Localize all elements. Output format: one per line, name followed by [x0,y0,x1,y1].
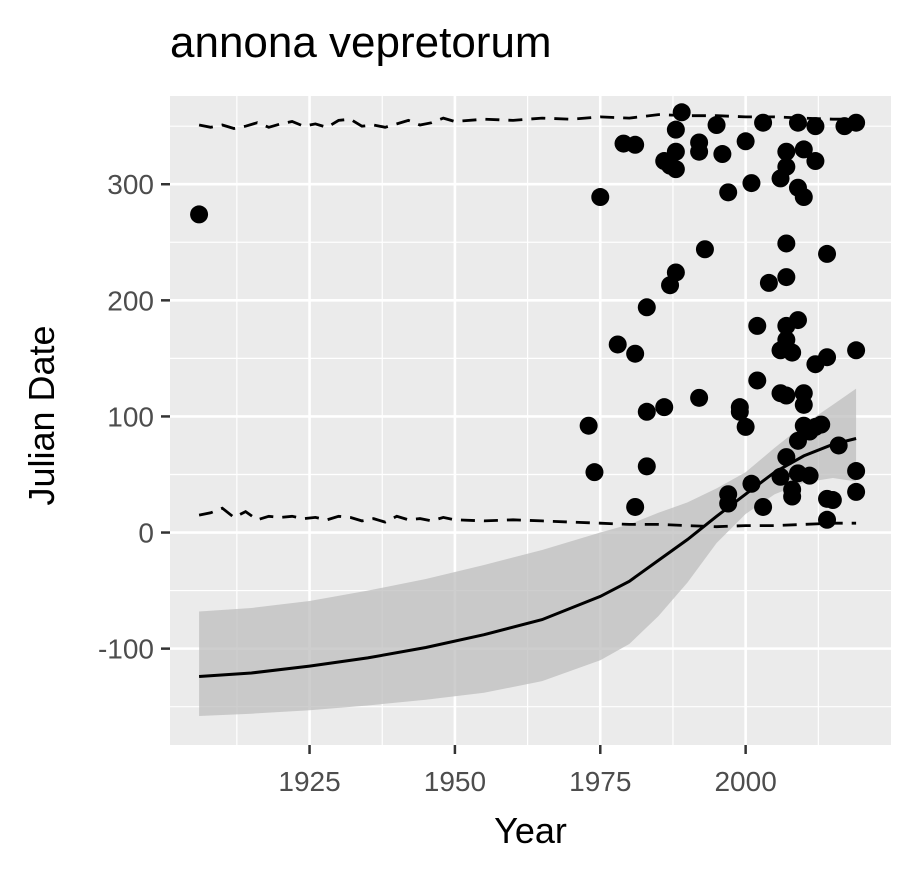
data-point [812,415,831,434]
data-point [666,263,685,282]
data-point [823,491,842,510]
y-tick-label: 0 [138,518,154,549]
data-point [666,160,685,179]
data-point [806,117,825,136]
data-point [759,273,778,292]
data-point [829,436,848,455]
data-point [806,152,825,171]
y-tick-label: 100 [107,401,154,432]
lower-dashed-line [198,506,857,529]
data-point [591,188,610,207]
data-point [818,348,837,367]
data-point [672,103,691,122]
data-point [626,344,645,363]
data-point [626,135,645,154]
data-point [707,116,726,135]
data-point [754,113,773,132]
data-point [742,474,761,493]
x-tick-label: 2000 [714,766,776,797]
data-point [608,335,627,354]
data-point [736,417,755,436]
data-point [742,174,761,193]
data-point [748,371,767,390]
data-point [713,145,732,164]
x-tick-label: 1950 [424,766,486,797]
data-point [637,298,656,317]
data-point [777,386,796,405]
chart-title: annona vepretorum [170,18,552,67]
data-point [754,497,773,516]
data-point [794,188,813,207]
x-tick-label: 1975 [569,766,631,797]
data-point [818,244,837,263]
data-point [783,343,802,362]
data-point [579,416,598,435]
data-point [719,494,738,513]
data-point [771,467,790,486]
y-axis-title: Julian Date [21,325,62,505]
confidence-ribbon [199,388,857,716]
data-point [736,132,755,151]
data-point [637,457,656,476]
upper-dashed-line [198,113,857,130]
data-point [777,142,796,161]
y-tick-label: -100 [98,634,154,665]
data-points [190,103,866,529]
data-point [847,462,866,481]
y-tick-label: 200 [107,285,154,316]
data-point [847,113,866,132]
data-point [748,316,767,335]
data-point [794,395,813,414]
y-axis: -100 0 100 200 300 [98,169,170,665]
data-point [190,205,209,224]
data-point [794,140,813,159]
data-point [655,398,674,417]
data-point [847,341,866,360]
data-point [626,497,645,516]
fitted-line [198,437,857,678]
data-point [666,142,685,161]
x-tick-label: 1925 [278,766,340,797]
data-point [777,448,796,467]
data-point [818,510,837,529]
data-point [690,388,709,407]
data-point [788,113,807,132]
data-point [777,268,796,287]
data-point [730,402,749,421]
data-point [719,183,738,202]
data-point [777,157,796,176]
y-tick-label: 300 [107,169,154,200]
data-point [666,120,685,139]
data-point [788,311,807,330]
data-point [783,487,802,506]
data-point [695,240,714,259]
data-point [585,463,604,482]
data-point [637,402,656,421]
data-point [800,466,819,485]
x-axis-title: Year [494,810,567,851]
x-axis: 1925 1950 1975 2000 [278,745,777,797]
data-point [777,234,796,253]
data-point [690,142,709,161]
data-point [847,482,866,501]
